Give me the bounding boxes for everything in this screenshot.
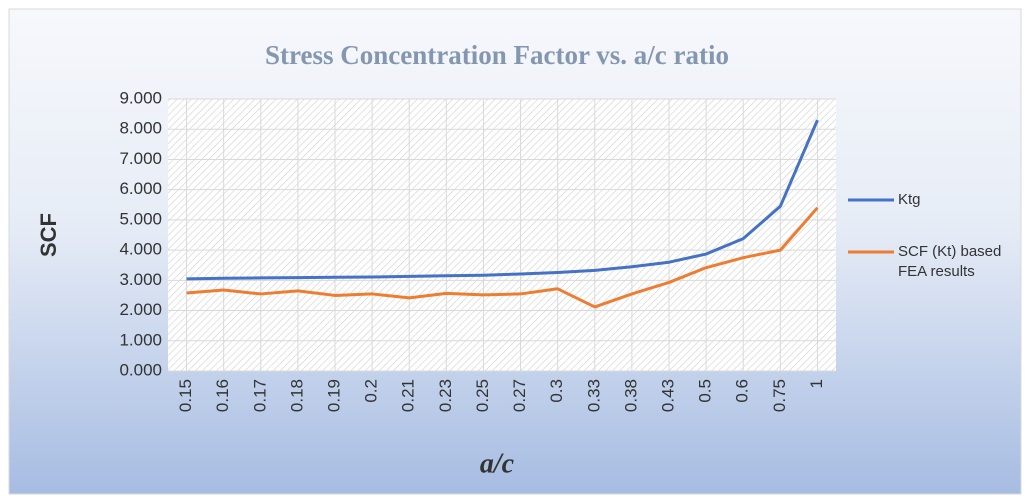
- plot-area: [168, 99, 836, 371]
- x-tick-label: 0.15: [176, 379, 195, 412]
- x-tick-label: 0.21: [399, 379, 418, 412]
- y-tick-label: 8.000: [119, 119, 162, 138]
- y-tick-label: 9.000: [119, 88, 162, 107]
- x-tick-label: 1: [807, 379, 826, 388]
- chart-title: Stress Concentration Factor vs. a/c rati…: [265, 40, 729, 70]
- x-tick-label: 0.19: [324, 379, 343, 412]
- x-tick-label: 0.6: [733, 379, 752, 403]
- x-tick-label: 0.18: [287, 379, 306, 412]
- y-tick-label: 7.000: [119, 149, 162, 168]
- y-tick-label: 4.000: [119, 240, 162, 259]
- data-line: [186, 119, 819, 281]
- x-tick-label: 0.38: [621, 379, 640, 412]
- legend-label: Ktg: [898, 191, 921, 208]
- x-tick-label: 0.23: [436, 379, 455, 412]
- y-tick-label: 6.000: [119, 179, 162, 198]
- y-axis-title: SCF: [36, 213, 61, 257]
- y-tick-label: 1.000: [119, 330, 162, 349]
- y-tick-label: 2.000: [119, 300, 162, 319]
- x-tick-label: 0.3: [547, 379, 566, 403]
- y-tick-label: 5.000: [119, 209, 162, 228]
- y-tick-label: 3.000: [119, 270, 162, 289]
- legend-label: SCF (Kt) based FEA results: [898, 243, 1002, 280]
- y-tick-label: 0.000: [119, 360, 162, 379]
- x-tick-label: 0.17: [250, 379, 269, 412]
- x-tick-label: 0.33: [584, 379, 603, 412]
- x-tick-label: 0.43: [658, 379, 677, 412]
- data-line: [186, 206, 819, 309]
- x-tick-label: 0.27: [510, 379, 529, 412]
- x-axis-title: a/c: [480, 448, 515, 479]
- x-tick-label: 0.25: [473, 379, 492, 412]
- x-tick-label: 0.5: [696, 379, 715, 403]
- x-tick-label: 0.2: [362, 379, 381, 403]
- x-tick-label: 0.75: [770, 379, 789, 412]
- x-tick-label: 0.16: [213, 379, 232, 412]
